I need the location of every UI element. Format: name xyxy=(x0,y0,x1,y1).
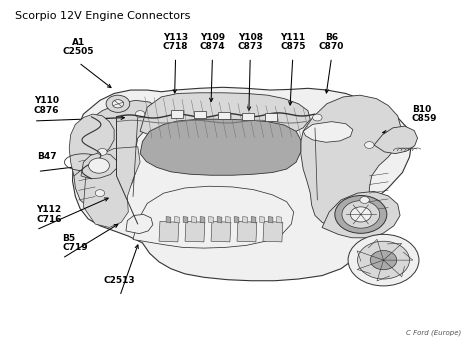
Polygon shape xyxy=(265,114,277,121)
Text: Y108
C873: Y108 C873 xyxy=(237,33,263,51)
Polygon shape xyxy=(260,216,264,223)
Polygon shape xyxy=(185,221,205,242)
Polygon shape xyxy=(69,114,114,176)
Text: A1
C2505: A1 C2505 xyxy=(63,38,94,56)
Polygon shape xyxy=(81,152,117,179)
Text: Scorpio 12V Engine Connectors: Scorpio 12V Engine Connectors xyxy=(15,11,190,21)
Text: Y109
C874: Y109 C874 xyxy=(200,33,225,51)
Text: Y113
C718: Y113 C718 xyxy=(163,33,188,51)
Circle shape xyxy=(342,201,380,228)
Polygon shape xyxy=(277,216,282,223)
Polygon shape xyxy=(200,216,205,223)
Polygon shape xyxy=(166,216,171,223)
Circle shape xyxy=(313,114,322,121)
Polygon shape xyxy=(171,110,182,118)
Polygon shape xyxy=(140,119,301,175)
Text: B47: B47 xyxy=(37,151,57,160)
Polygon shape xyxy=(217,216,222,223)
Circle shape xyxy=(348,234,419,286)
Polygon shape xyxy=(263,221,283,242)
Circle shape xyxy=(98,148,107,155)
Text: Y111
C875: Y111 C875 xyxy=(280,33,306,51)
Circle shape xyxy=(335,196,387,233)
Polygon shape xyxy=(74,100,156,209)
Polygon shape xyxy=(242,113,254,120)
Polygon shape xyxy=(226,216,230,223)
Polygon shape xyxy=(243,216,247,223)
Polygon shape xyxy=(126,215,153,234)
Polygon shape xyxy=(159,221,179,242)
Polygon shape xyxy=(218,112,230,119)
Polygon shape xyxy=(211,221,231,242)
Polygon shape xyxy=(140,93,310,140)
Circle shape xyxy=(95,190,105,197)
Text: C2513: C2513 xyxy=(104,276,136,285)
Polygon shape xyxy=(268,216,273,223)
Polygon shape xyxy=(133,186,294,248)
Polygon shape xyxy=(191,216,196,223)
Polygon shape xyxy=(237,221,257,242)
Polygon shape xyxy=(209,216,213,223)
Text: Y112
C716: Y112 C716 xyxy=(36,205,62,224)
Text: B10
C859: B10 C859 xyxy=(412,105,438,123)
Polygon shape xyxy=(194,111,206,118)
Text: B6
C870: B6 C870 xyxy=(319,33,344,51)
Polygon shape xyxy=(301,95,401,227)
Polygon shape xyxy=(73,87,412,281)
Text: B5
C719: B5 C719 xyxy=(62,234,88,252)
Polygon shape xyxy=(303,122,353,142)
Circle shape xyxy=(365,141,374,148)
Polygon shape xyxy=(251,216,256,223)
Circle shape xyxy=(350,207,371,222)
Text: C Ford (Europe): C Ford (Europe) xyxy=(406,329,462,336)
Polygon shape xyxy=(83,147,140,227)
Polygon shape xyxy=(183,216,188,223)
Polygon shape xyxy=(322,191,400,238)
Polygon shape xyxy=(374,126,418,154)
Circle shape xyxy=(357,241,410,279)
Circle shape xyxy=(106,95,130,112)
Circle shape xyxy=(360,197,369,204)
Polygon shape xyxy=(174,216,179,223)
Circle shape xyxy=(370,250,397,270)
Text: Y110
C876: Y110 C876 xyxy=(34,96,59,115)
Polygon shape xyxy=(234,216,239,223)
Circle shape xyxy=(136,111,145,118)
Circle shape xyxy=(112,100,124,108)
Circle shape xyxy=(89,158,109,173)
